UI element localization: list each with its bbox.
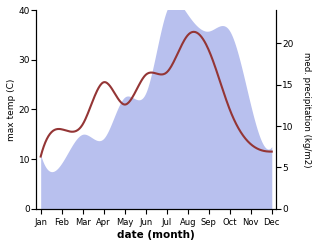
Y-axis label: max temp (C): max temp (C) bbox=[7, 78, 16, 141]
Y-axis label: med. precipitation (kg/m2): med. precipitation (kg/m2) bbox=[302, 52, 311, 167]
X-axis label: date (month): date (month) bbox=[117, 230, 195, 240]
